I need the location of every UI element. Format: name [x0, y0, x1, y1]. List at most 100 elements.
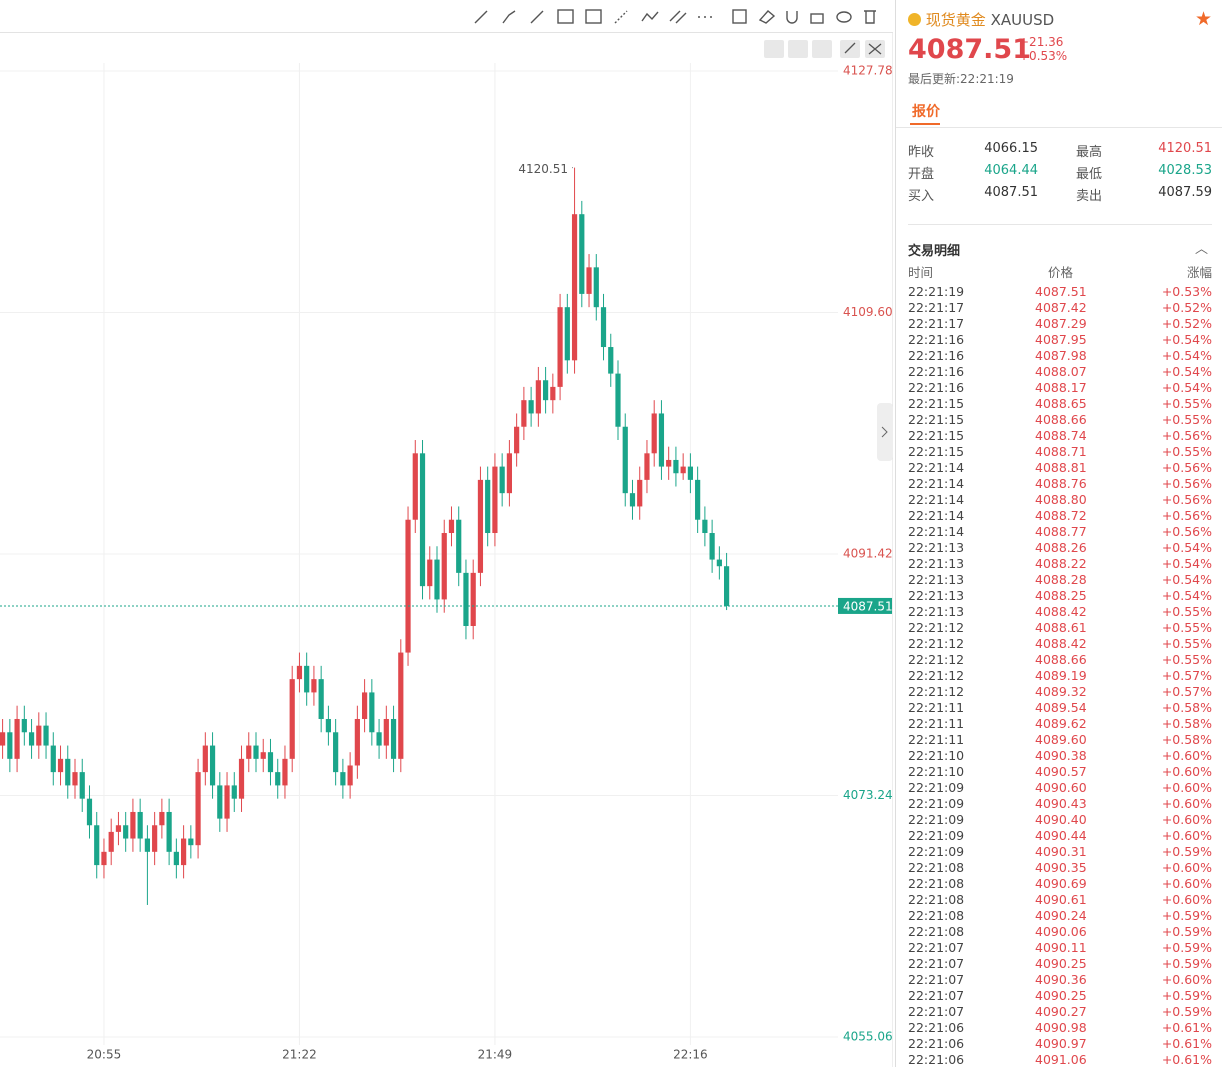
- trade-price: 4088.66: [1035, 652, 1087, 667]
- tab-quote[interactable]: 报价: [912, 104, 940, 120]
- trade-price: 4087.98: [1035, 348, 1087, 363]
- trade-change: +0.59%: [1161, 908, 1212, 923]
- trade-time: 22:21:07: [908, 956, 965, 971]
- candle-body: [412, 453, 418, 520]
- tool-wave[interactable]: [641, 11, 659, 22]
- high-label: 4120.51: [518, 162, 568, 176]
- trade-price: 4090.43: [1035, 796, 1087, 811]
- trade-change: +0.61%: [1161, 1052, 1212, 1067]
- trade-row: 22:21:14 4088.76 +0.56%: [908, 476, 1212, 492]
- trade-change: +0.59%: [1161, 956, 1212, 971]
- trade-row: 22:21:08 4090.24 +0.59%: [908, 908, 1212, 924]
- candle-body: [470, 572, 476, 626]
- trade-time: 22:21:06: [908, 1052, 965, 1067]
- trade-row: 22:21:10 4090.38 +0.60%: [908, 748, 1212, 764]
- instrument: 现货黄金 XAUUSD: [908, 9, 1054, 30]
- trade-row: 22:21:07 4090.25 +0.59%: [908, 988, 1212, 1004]
- candle-body: [296, 665, 303, 680]
- candle-body: [456, 519, 462, 573]
- candle-body: [463, 572, 469, 626]
- tool-magnet[interactable]: [786, 11, 798, 24]
- trade-row: 22:21:13 4088.25 +0.54%: [908, 588, 1212, 604]
- trade-change: +0.60%: [1161, 828, 1212, 843]
- updated: 最后更新:22:21:19: [908, 72, 1014, 86]
- ctrl-glyphs: [844, 42, 882, 55]
- candle-body: [202, 745, 208, 773]
- instrument-symbol: XAUUSD: [990, 11, 1055, 29]
- ctrl-indicator[interactable]: [764, 40, 784, 58]
- trade-time: 22:21:12: [908, 684, 965, 699]
- trades-title: 交易明细: [908, 244, 961, 259]
- trade-time: 22:21:12: [908, 652, 965, 667]
- change-pct: +0.53%: [1019, 49, 1068, 63]
- tool-note[interactable]: [732, 9, 747, 24]
- tool-rect[interactable]: [585, 9, 602, 24]
- header-time: 时间: [908, 265, 934, 280]
- trade-change: +0.53%: [1161, 284, 1212, 299]
- trade-time: 22:21:17: [908, 316, 965, 331]
- tool-eraser[interactable]: [758, 10, 776, 24]
- candle-body: [564, 307, 570, 361]
- trade-time: 22:21:15: [908, 444, 965, 459]
- tool-lock[interactable]: [810, 13, 824, 24]
- trade-time: 22:21:12: [908, 668, 965, 683]
- ctrl-draw[interactable]: [788, 40, 808, 58]
- change: +21.36 +0.53%: [1019, 35, 1067, 63]
- trade-change: +0.55%: [1161, 620, 1212, 635]
- trade-price: 4088.42: [1035, 636, 1087, 651]
- candle-body: [571, 214, 578, 361]
- stat-value: 4087.59: [1158, 185, 1212, 200]
- candle-body: [267, 752, 274, 773]
- candle-body: [79, 772, 85, 799]
- candle-body: [485, 479, 491, 534]
- tool-delete[interactable]: [864, 10, 876, 24]
- ctrl-type[interactable]: [812, 40, 832, 58]
- trade-row: 22:21:12 4088.42 +0.55%: [908, 636, 1212, 652]
- trade-time: 22:21:16: [908, 380, 965, 395]
- tool-ray[interactable]: [502, 10, 516, 24]
- candle-body: [579, 214, 585, 294]
- candle-body: [427, 559, 433, 587]
- trade-row: 22:21:14 4088.80 +0.56%: [908, 492, 1212, 508]
- tool-eye[interactable]: [836, 11, 852, 23]
- trade-price: 4088.80: [1035, 492, 1087, 507]
- tool-fib[interactable]: [557, 9, 574, 24]
- trade-row: 22:21:17 4087.29 +0.52%: [908, 316, 1212, 332]
- candle-body: [152, 825, 158, 852]
- candle-body: [340, 772, 346, 786]
- favorite-star[interactable]: ★: [1194, 8, 1212, 30]
- trade-price: 4088.74: [1035, 428, 1087, 443]
- tool-channel[interactable]: [669, 10, 687, 24]
- instrument-name: 现货黄金: [925, 11, 986, 29]
- trade-time: 22:21:15: [908, 396, 965, 411]
- trade-time: 22:21:13: [908, 588, 965, 603]
- candle-body: [716, 559, 722, 567]
- trade-change: +0.61%: [1161, 1020, 1212, 1035]
- candle-body: [144, 838, 150, 852]
- trade-row: 22:21:16 4088.07 +0.54%: [908, 364, 1212, 380]
- collapse-button[interactable]: [877, 403, 893, 461]
- x-tick-label: 22:16: [673, 1048, 708, 1062]
- tool-dash[interactable]: [614, 10, 628, 24]
- trade-row: 22:21:15 4088.66 +0.55%: [908, 412, 1212, 428]
- trade-change: +0.60%: [1161, 812, 1212, 827]
- candle-body: [709, 533, 715, 560]
- tool-line[interactable]: [474, 10, 488, 24]
- last-price-box: [838, 597, 892, 614]
- trade-price: 4090.60: [1035, 780, 1087, 795]
- ctrl-fullscreen[interactable]: [840, 40, 860, 58]
- candle-body: [289, 679, 295, 759]
- candle-body: [499, 466, 505, 494]
- candle-body: [347, 765, 353, 786]
- trade-time: 22:21:08: [908, 908, 965, 923]
- trade-price: 4089.54: [1035, 700, 1087, 715]
- candle-body: [209, 745, 216, 786]
- stat-label: 昨收: [908, 145, 935, 160]
- tool-segment[interactable]: [530, 10, 544, 24]
- trade-price: 4088.76: [1035, 476, 1087, 491]
- candle-body: [94, 825, 100, 866]
- collapse-trades[interactable]: ︿: [1194, 242, 1208, 257]
- trade-time: 22:21:16: [908, 332, 965, 347]
- trade-price: 4088.25: [1035, 588, 1087, 603]
- trades-header: 时间 价格 涨幅: [908, 262, 1212, 284]
